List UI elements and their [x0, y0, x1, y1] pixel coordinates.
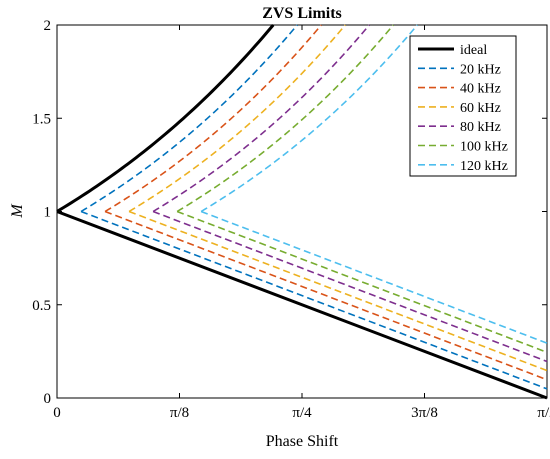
series-lower-line	[128, 210, 548, 372]
series-upper-curve	[128, 24, 346, 213]
x-axis-ticks: 0 π/8 π/4 3π/8 π/2	[53, 25, 550, 421]
y-axis-label: M	[9, 203, 26, 219]
series-upper-curve	[104, 24, 322, 213]
legend-label: 120 kHz	[460, 159, 508, 174]
series-lower-line	[56, 210, 548, 400]
series-lower-line	[200, 210, 548, 344]
legend-label: 60 kHz	[460, 101, 501, 116]
series-upper-curve	[56, 24, 275, 213]
x-tick-label: 0	[53, 405, 61, 421]
series-120-khz	[200, 24, 548, 344]
legend-label: 100 kHz	[460, 140, 508, 155]
x-tick-label: π/8	[170, 405, 189, 421]
series-upper-curve	[80, 24, 298, 213]
y-tick-label: 0.5	[32, 298, 51, 314]
y-tick-label: 2	[44, 18, 52, 34]
legend-label: 40 kHz	[460, 82, 501, 97]
series-100-khz	[176, 24, 548, 354]
series-lower-line	[80, 210, 548, 390]
series-upper-curve	[152, 24, 370, 213]
y-axis-ticks: 0 0.5 1 1.5 2	[32, 18, 547, 407]
legend-label: 20 kHz	[460, 62, 501, 77]
y-tick-label: 1.5	[32, 111, 51, 127]
series-upper-curve	[176, 24, 394, 213]
series-lower-line	[104, 210, 548, 381]
legend-items: ideal 20 kHz 40 kHz 60 kHz 80 kHz 100 kHz 120 …	[418, 43, 508, 174]
series-40-khz	[104, 24, 548, 381]
x-axis-label: Phase Shift	[266, 433, 339, 450]
legend: ideal 20 kHz 40 kHz 60 kHz 80 kHz 100 kHz 120 …	[409, 35, 517, 177]
y-tick-label: 1	[44, 205, 52, 221]
series-upper-curve	[200, 24, 418, 213]
x-tick-label: 3π/8	[411, 405, 438, 421]
series-20-khz	[80, 24, 548, 390]
series-60-khz	[128, 24, 548, 372]
series-layer	[56, 24, 548, 400]
y-tick-label: 0	[44, 391, 52, 407]
x-tick-label: π/2	[537, 405, 550, 421]
series-ideal	[56, 24, 548, 400]
legend-label: 80 kHz	[460, 120, 501, 135]
series-lower-line	[152, 210, 548, 363]
chart-title: ZVS Limits	[262, 5, 342, 22]
series-80-khz	[152, 24, 548, 363]
x-tick-label: π/4	[292, 405, 312, 421]
legend-box	[409, 35, 517, 177]
legend-label: ideal	[460, 43, 487, 58]
